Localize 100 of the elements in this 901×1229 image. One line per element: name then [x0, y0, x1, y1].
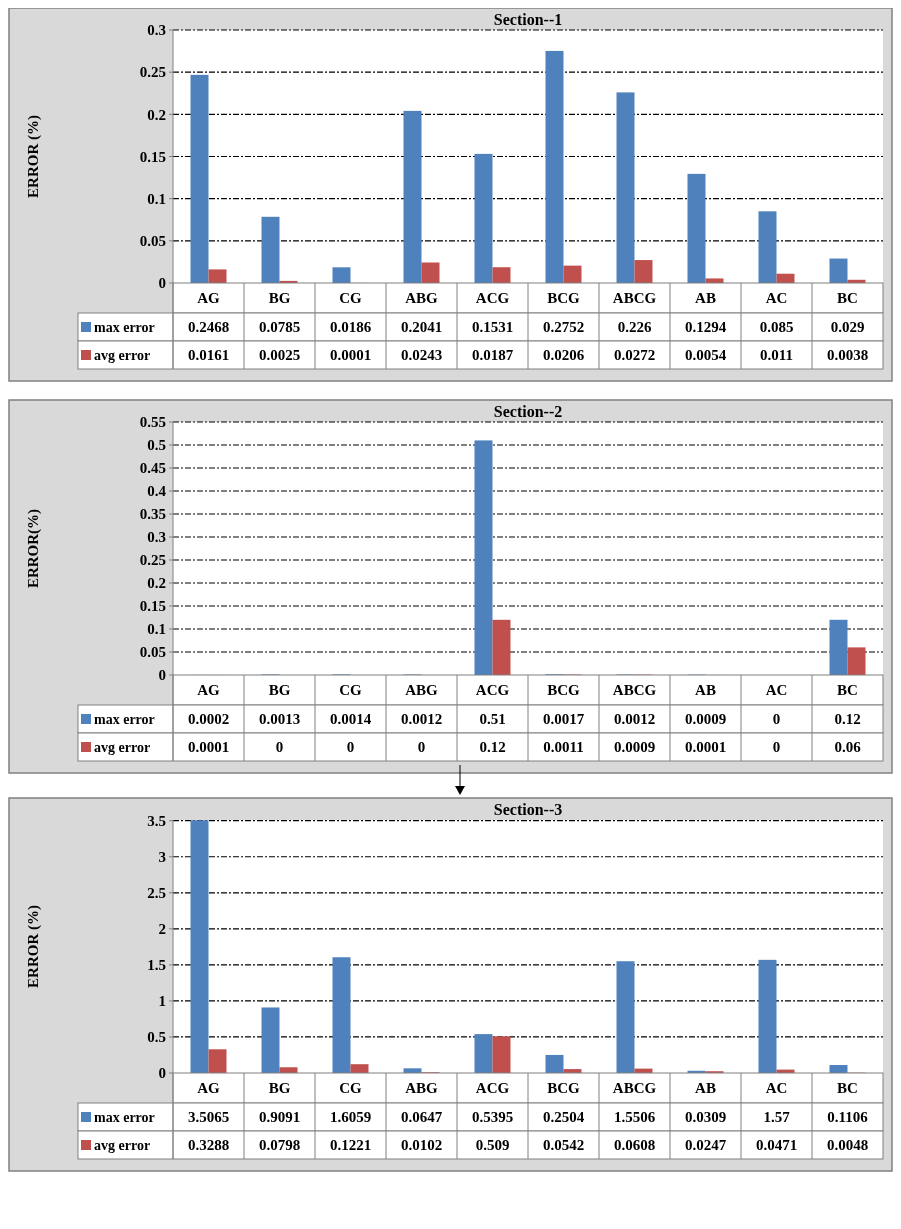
- x-tick-label: ACG: [475, 682, 510, 699]
- x-tick-label: ABG: [405, 682, 439, 699]
- data-label: 0.0011: [543, 739, 584, 756]
- data-label: 0.0014: [329, 711, 372, 728]
- y-tick-label: 0.5: [147, 1029, 166, 1046]
- x-tick-label: AC: [765, 1080, 788, 1097]
- data-label: 0.0013: [258, 711, 301, 728]
- x-tick-label: BG: [268, 682, 291, 699]
- data-label: 1.6059: [329, 1109, 372, 1126]
- data-label: 0.0009: [613, 739, 656, 756]
- y-tick-label: 0.15: [139, 148, 166, 165]
- data-label: 0.029: [830, 319, 865, 336]
- x-tick-label: AB: [695, 290, 716, 307]
- data-label: 0.0054: [684, 347, 727, 364]
- data-label: 0.0187: [471, 347, 514, 364]
- legend-label: max error: [94, 319, 155, 335]
- data-label: 0.226: [617, 319, 652, 336]
- x-tick-label: CG: [339, 290, 363, 307]
- y-tick-label: 0.2: [147, 106, 166, 123]
- y-tick-label: 0: [158, 275, 166, 292]
- x-tick-label: BC: [837, 290, 858, 307]
- y-tick-label: 0.4: [147, 483, 167, 500]
- data-label: 0.011: [760, 347, 793, 364]
- data-label: 0.0186: [329, 319, 372, 336]
- x-tick-label: CG: [339, 1080, 363, 1097]
- data-label: 0.0025: [258, 347, 301, 364]
- data-label: 0.5395: [471, 1109, 514, 1126]
- x-tick-label: ABG: [405, 290, 439, 307]
- y-tick-label: 0.3: [147, 529, 166, 546]
- x-tick-label: BC: [837, 1080, 858, 1097]
- legend-label: avg error: [94, 739, 151, 755]
- data-label: 0.0608: [613, 1137, 656, 1154]
- data-label: 1.57: [763, 1109, 791, 1126]
- y-tick-label: 0.45: [139, 460, 166, 477]
- x-tick-label: BCG: [547, 1080, 581, 1097]
- data-label: 0.0161: [187, 347, 230, 364]
- x-tick-label: ABCG: [612, 290, 657, 307]
- data-label: 0: [346, 739, 355, 756]
- data-label: 0.1294: [684, 319, 727, 336]
- y-tick-label: 0.5: [147, 437, 166, 454]
- data-label: 0.0001: [187, 739, 230, 756]
- x-tick-label: BG: [268, 290, 291, 307]
- legend-label: avg error: [94, 347, 151, 363]
- x-tick-label: ABCG: [612, 1080, 657, 1097]
- data-label: 0.9091: [258, 1109, 301, 1126]
- y-tick-label: 0.35: [139, 506, 166, 523]
- data-label: 0.0001: [684, 739, 727, 756]
- data-label: 0.2468: [187, 319, 230, 336]
- y-tick-label: 0.25: [139, 64, 166, 81]
- data-label: 0.0012: [613, 711, 656, 728]
- y-tick-label: 0: [158, 667, 166, 684]
- x-tick-label: ACG: [475, 1080, 510, 1097]
- data-label: 0.0471: [755, 1137, 798, 1154]
- x-tick-label: AG: [197, 1080, 221, 1097]
- data-label: 0.0247: [684, 1137, 727, 1154]
- chart-title: Section--2: [493, 403, 563, 420]
- data-label: 1.5506: [613, 1109, 656, 1126]
- y-tick-label: 0.2: [147, 575, 166, 592]
- data-label: 0.0206: [542, 347, 585, 364]
- y-tick-label: 3: [158, 849, 166, 866]
- y-tick-label: 2: [158, 921, 166, 938]
- x-tick-label: ABCG: [612, 682, 657, 699]
- x-tick-label: BC: [837, 682, 858, 699]
- y-tick-label: 0.3: [147, 22, 166, 39]
- data-label: 0.51: [479, 711, 506, 728]
- x-tick-label: BG: [268, 1080, 291, 1097]
- x-tick-label: ACG: [475, 290, 510, 307]
- legend-label: avg error: [94, 1137, 151, 1153]
- y-axis-title: ERROR (%): [25, 115, 42, 198]
- y-tick-label: 0.05: [139, 644, 166, 661]
- data-label: 0.0048: [826, 1137, 869, 1154]
- y-tick-label: 1.5: [147, 957, 166, 974]
- y-tick-label: 0.25: [139, 552, 166, 569]
- data-label: 0.1531: [471, 319, 514, 336]
- data-label: 0.2504: [542, 1109, 585, 1126]
- data-label: 0.2752: [542, 319, 585, 336]
- data-label: 0.085: [759, 319, 794, 336]
- data-label: 0.2041: [400, 319, 443, 336]
- data-label: 0.0272: [613, 347, 656, 364]
- data-label: 0.0798: [258, 1137, 301, 1154]
- x-tick-label: AC: [765, 290, 788, 307]
- data-label: 0.0243: [400, 347, 443, 364]
- data-label: 0.0017: [542, 711, 585, 728]
- data-label: 0.0002: [187, 711, 230, 728]
- data-label: 0: [772, 739, 781, 756]
- y-axis-title: ERROR (%): [25, 905, 42, 988]
- data-label: 0.1221: [329, 1137, 372, 1154]
- data-label: 0.0785: [258, 319, 301, 336]
- data-label: 0.0038: [826, 347, 869, 364]
- x-tick-label: AB: [695, 1080, 716, 1097]
- data-label: 0.0012: [400, 711, 443, 728]
- y-tick-label: 0.55: [139, 414, 166, 431]
- y-tick-label: 0.05: [139, 233, 166, 250]
- x-tick-label: BCG: [547, 682, 581, 699]
- x-tick-label: CG: [339, 682, 363, 699]
- x-tick-label: AG: [197, 682, 221, 699]
- data-label: 0.509: [475, 1137, 510, 1154]
- legend-label: max error: [94, 711, 155, 727]
- data-label: 0.0102: [400, 1137, 443, 1154]
- data-label: 3.5065: [187, 1109, 230, 1126]
